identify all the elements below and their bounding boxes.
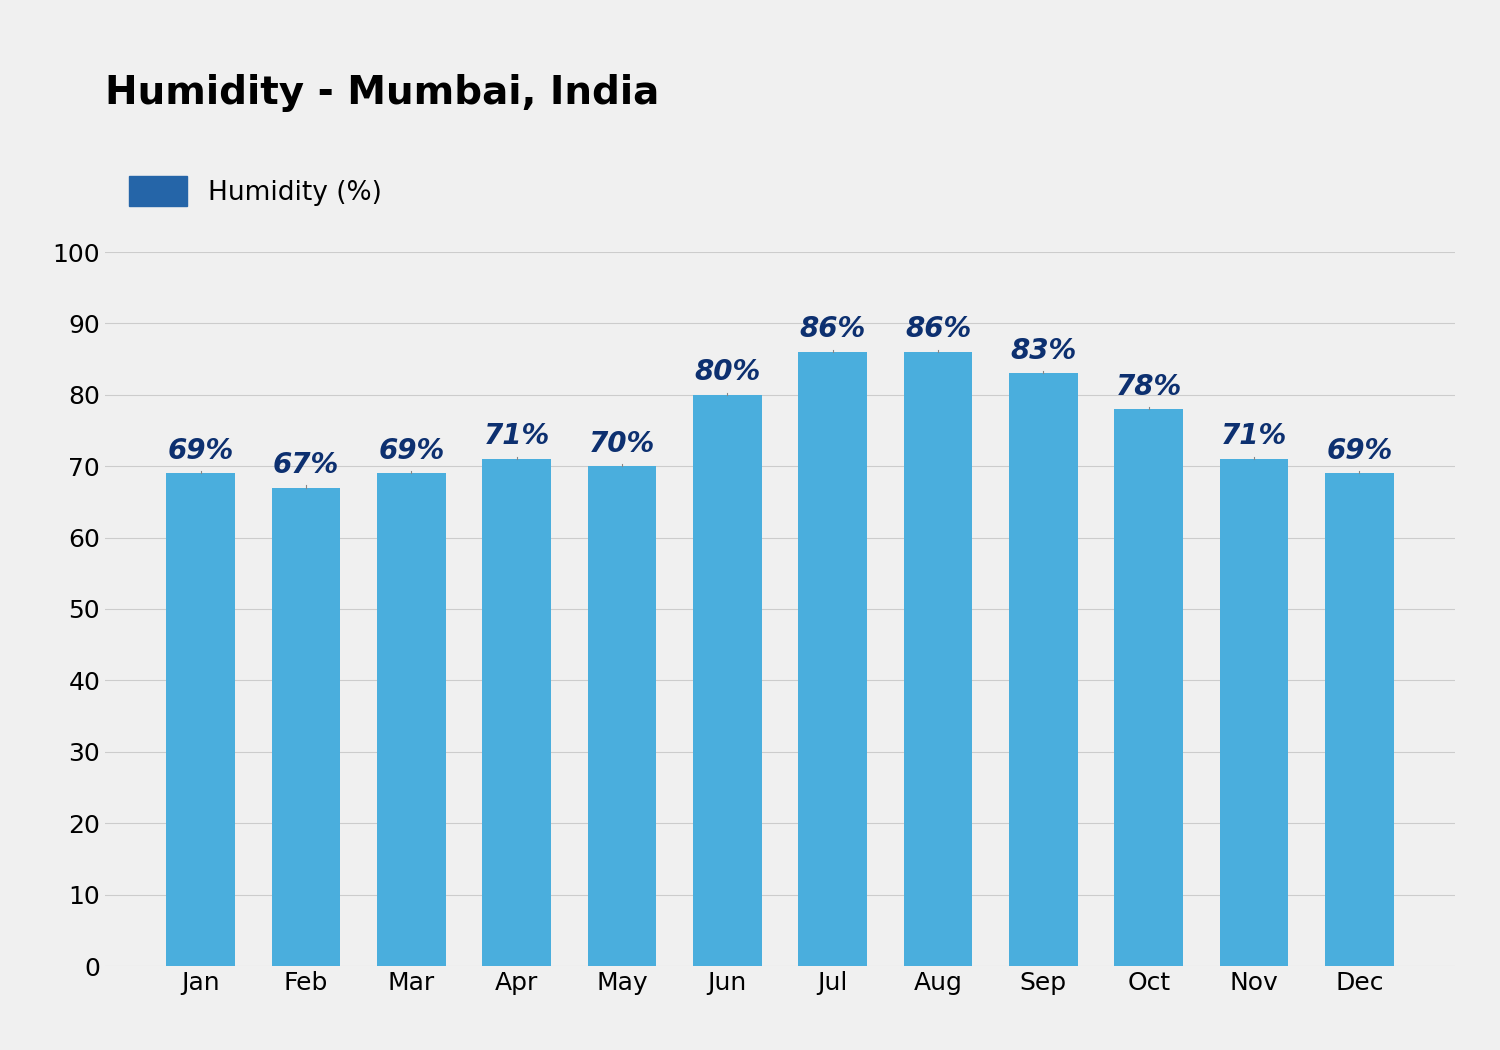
Bar	[376, 474, 446, 966]
Bar	[166, 474, 236, 966]
Text: 69%: 69%	[1326, 437, 1392, 465]
Text: 67%: 67%	[273, 452, 339, 479]
Bar	[588, 466, 656, 966]
Bar	[798, 352, 867, 966]
Text: 86%: 86%	[904, 315, 970, 343]
Text: 71%: 71%	[483, 422, 550, 450]
Text: 83%: 83%	[1010, 337, 1077, 364]
Bar	[693, 395, 762, 966]
Text: 69%: 69%	[168, 437, 234, 465]
Bar	[1010, 374, 1077, 966]
Legend: Humidity (%): Humidity (%)	[118, 166, 393, 217]
Text: 70%: 70%	[590, 429, 656, 458]
Bar	[272, 487, 340, 966]
Text: 78%: 78%	[1116, 373, 1182, 400]
Bar	[1114, 410, 1184, 966]
Text: 69%: 69%	[378, 437, 444, 465]
Bar	[1220, 459, 1288, 966]
Bar	[904, 352, 972, 966]
Text: Humidity - Mumbai, India: Humidity - Mumbai, India	[105, 74, 660, 111]
Bar	[1324, 474, 1394, 966]
Text: 86%: 86%	[800, 315, 865, 343]
Text: 80%: 80%	[694, 358, 760, 386]
Bar	[483, 459, 550, 966]
Text: 71%: 71%	[1221, 422, 1287, 450]
